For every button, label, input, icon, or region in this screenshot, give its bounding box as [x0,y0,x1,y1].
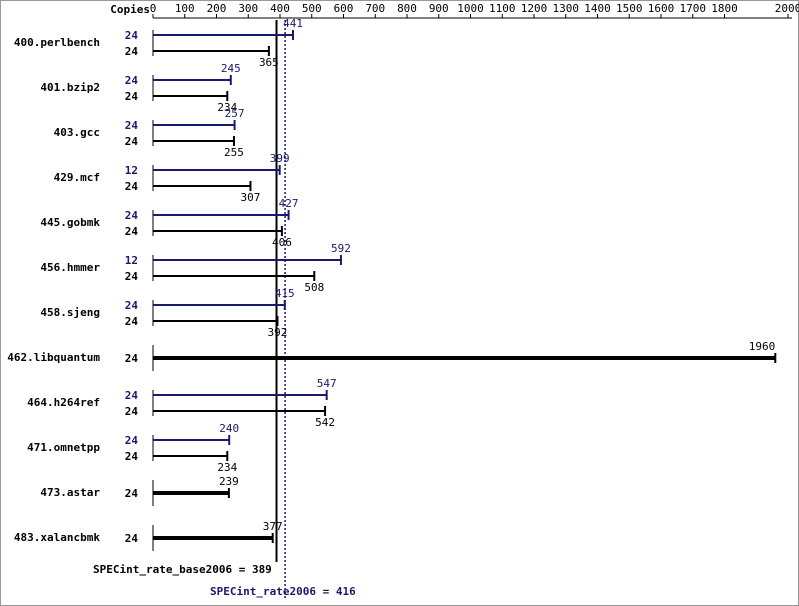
x-tick-label: 300 [238,2,258,15]
copies-label: 24 [125,389,139,402]
value-label: 547 [317,377,337,390]
benchmark-label: 473.astar [40,486,100,499]
benchmark-label: 400.perlbench [14,36,100,49]
x-tick-label: 1800 [711,2,738,15]
value-label: 234 [217,101,237,114]
benchmark-label: 403.gcc [54,126,100,139]
copies-label: 24 [125,450,139,463]
x-tick-label: 1400 [584,2,611,15]
value-label: 377 [263,520,283,533]
value-label: 239 [219,475,239,488]
copies-label: 24 [125,352,139,365]
benchmark-label: 464.h264ref [27,396,100,409]
x-tick-label: 1200 [521,2,548,15]
value-label: 441 [283,17,303,30]
x-tick-label: 1700 [680,2,707,15]
x-tick-label: 1300 [553,2,580,15]
value-label: 255 [224,146,244,159]
value-label: 234 [217,461,237,474]
value-label: 1960 [749,340,776,353]
value-label: 257 [225,107,245,120]
value-label: 508 [304,281,324,294]
copies-label: 24 [125,270,139,283]
x-tick-label: 1600 [648,2,675,15]
x-tick-label: 400 [270,2,290,15]
copies-label: 12 [125,254,138,267]
x-tick-label: 1000 [457,2,484,15]
x-tick-label: 700 [365,2,385,15]
value-label: 406 [272,236,292,249]
benchmark-label: 456.hmmer [40,261,100,274]
x-tick-label: 500 [302,2,322,15]
copies-label: 24 [125,532,139,545]
reference-label: SPECint_rate_base2006 = 389 [93,563,272,576]
copies-label: 24 [125,119,139,132]
x-tick-label: 0 [150,2,157,15]
benchmark-label: 483.xalancbmk [14,531,100,544]
copies-label: 24 [125,135,139,148]
copies-label: 24 [125,487,139,500]
copies-label: 24 [125,29,139,42]
x-tick-label: 800 [397,2,417,15]
value-label: 240 [219,422,239,435]
copies-label: 12 [125,164,138,177]
benchmark-label: 471.omnetpp [27,441,100,454]
x-tick-label: 1500 [616,2,643,15]
x-tick-label: 1100 [489,2,516,15]
benchmark-label: 401.bzip2 [40,81,100,94]
value-label: 307 [241,191,261,204]
value-label: 415 [275,287,295,300]
copies-header: Copies [110,3,150,16]
value-label: 399 [270,152,290,165]
benchmark-label: 445.gobmk [40,216,100,229]
x-tick-label: 100 [175,2,195,15]
value-label: 427 [279,197,299,210]
reference-label: SPECint_rate2006 = 416 [210,585,356,598]
x-tick-label: 2000 [775,2,799,15]
copies-label: 24 [125,90,139,103]
x-tick-label: 900 [429,2,449,15]
copies-label: 24 [125,209,139,222]
x-tick-label: 600 [334,2,354,15]
copies-label: 24 [125,225,139,238]
x-tick-label: 200 [207,2,227,15]
copies-label: 24 [125,405,139,418]
copies-label: 24 [125,299,139,312]
benchmark-label: 458.sjeng [40,306,100,319]
copies-label: 24 [125,74,139,87]
benchmark-label: 462.libquantum [7,351,100,364]
value-label: 245 [221,62,241,75]
value-label: 592 [331,242,351,255]
benchmark-label: 429.mcf [54,171,100,184]
copies-label: 24 [125,180,139,193]
value-label: 542 [315,416,335,429]
value-label: 392 [268,326,288,339]
copies-label: 24 [125,45,139,58]
value-label: 365 [259,56,279,69]
copies-label: 24 [125,315,139,328]
copies-label: 24 [125,434,139,447]
